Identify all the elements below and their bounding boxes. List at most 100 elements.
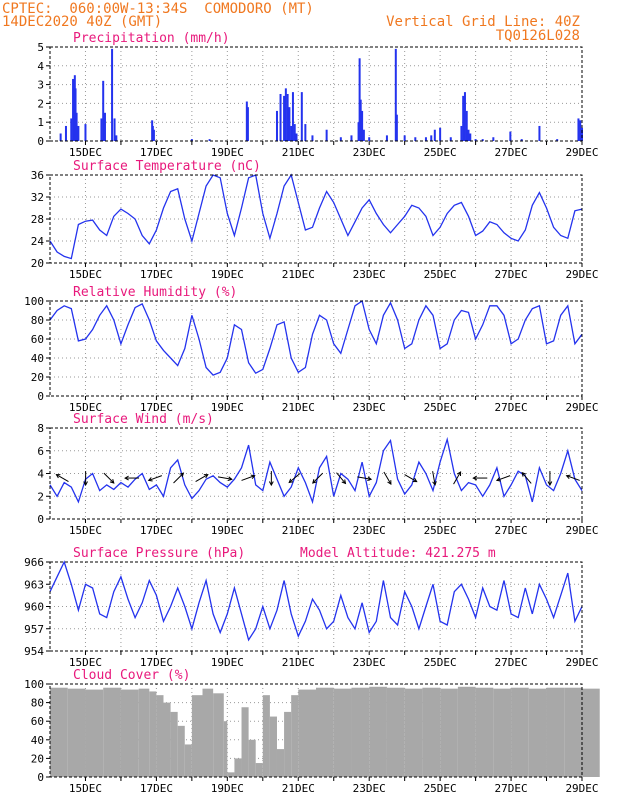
wind-arrow-head (412, 477, 418, 483)
wind-arrow-head (147, 477, 153, 482)
cloud-cover-bar (85, 689, 104, 777)
panel-frame (49, 46, 583, 142)
header-line2-left: 14DEC2020 40Z (GMT) (2, 14, 163, 30)
wind-arrow-head (565, 474, 571, 480)
precip-bar (295, 133, 298, 141)
x-tick-label: 21DEC (282, 656, 315, 669)
series-line (49, 299, 583, 376)
wind-arrow-shaft (336, 472, 346, 484)
wind-arrow-head (495, 477, 501, 482)
y-tick-label: 80 (31, 697, 44, 710)
panel-title: Surface Wind (m/s) (73, 412, 214, 427)
wind-arrow-shaft (103, 472, 115, 484)
y-tick-label: 954 (24, 645, 44, 658)
wind-arrow (495, 475, 511, 482)
precip-bar (288, 107, 291, 141)
panel-title: Cloud Cover (%) (73, 668, 190, 683)
wind-arrow (241, 474, 256, 481)
cloud-cover-bar (67, 688, 86, 777)
cloud-cover-bar (351, 687, 370, 777)
precip-bar (102, 80, 105, 141)
y-tick-label: 4 (37, 468, 44, 481)
wind-arrow-shaft (288, 473, 301, 483)
precip-bar (579, 120, 582, 141)
y-tick-label: 960 (24, 601, 44, 614)
x-tick-label: 27DEC (495, 782, 528, 795)
precip-bar (72, 78, 75, 141)
y-tick-label: 0 (37, 513, 44, 526)
wind-arrow-head (179, 472, 185, 478)
wind-arrow-head (367, 476, 373, 481)
y-tick-label: 8 (37, 422, 44, 435)
precip-bar (362, 129, 365, 141)
wind-arrow-head (203, 474, 209, 479)
panel-frame (49, 174, 583, 264)
y-tick-label: 6 (37, 445, 44, 458)
y-tick-label: 60 (31, 333, 44, 346)
cloud-cover-bar (202, 688, 214, 777)
wind-arrow (472, 475, 488, 481)
precip-bar (358, 58, 361, 141)
wind-arrow-head (387, 480, 392, 486)
x-tick-label: 29DEC (565, 268, 598, 281)
precip-bar (449, 137, 452, 141)
series-line (49, 173, 583, 260)
precip-bar (460, 125, 463, 141)
x-tick-label: 25DEC (424, 401, 457, 414)
x-tick-label: 25DEC (424, 146, 457, 159)
cloud-cover-bar (138, 688, 150, 777)
header-line2-right: TQ0126L028 (495, 28, 580, 44)
x-tick-label: 23DEC (353, 146, 386, 159)
y-tick-label: 40 (31, 352, 44, 365)
precip-bar (279, 94, 282, 141)
wind-arrow-head (312, 479, 317, 484)
x-tick-label: 15DEC (69, 401, 102, 414)
x-tick-label: 23DEC (353, 524, 386, 537)
y-tick-label: 5 (37, 41, 44, 54)
precip-bar (581, 127, 583, 141)
y-tick-label: 28 (31, 213, 44, 226)
precip-bar (304, 124, 307, 141)
precip-bar (284, 88, 287, 141)
wind-arrow (103, 472, 115, 484)
precip-bar (395, 114, 398, 141)
wind-arrow (357, 476, 373, 481)
precip-bar (577, 118, 580, 141)
x-tick-label: 15DEC (69, 782, 102, 795)
precip-bar (283, 118, 286, 141)
cloud-cover-bar (511, 687, 529, 777)
x-tick-label: 15DEC (69, 524, 102, 537)
precip-bar (538, 125, 541, 141)
wind-arrow (55, 474, 69, 482)
panel-frame (49, 561, 583, 652)
x-tick-label: 17DEC (140, 146, 173, 159)
cloud-cover-bar (546, 687, 565, 777)
wind-arrow (288, 473, 301, 484)
y-tick-label: 24 (31, 235, 45, 248)
precip-bar (394, 48, 397, 141)
precip-bar (113, 118, 116, 141)
precip-bar (474, 139, 477, 141)
x-tick-label: 15DEC (69, 656, 102, 669)
wind-arrow-shaft (241, 475, 255, 481)
precip-bar (403, 135, 406, 141)
wind-arrow-shaft (217, 476, 232, 480)
wind-arrow-shaft (383, 471, 392, 485)
x-tick-label: 23DEC (353, 401, 386, 414)
panel-title: Surface Temperature (nC) (73, 159, 261, 174)
wind-arrow (383, 471, 392, 486)
precip-bar (520, 139, 523, 141)
precip-bar (433, 129, 436, 141)
y-tick-label: 2 (37, 490, 44, 503)
wind-arrow-head (109, 479, 115, 484)
precip-bar (59, 133, 62, 141)
precip-bar (111, 48, 114, 141)
wind-arrow-shaft (173, 472, 184, 484)
precip-bar (350, 135, 353, 141)
wind-arrow (124, 475, 140, 481)
precip-bar (481, 139, 484, 141)
precip-bar (357, 122, 360, 141)
x-tick-label: 17DEC (140, 401, 173, 414)
x-tick-label: 25DEC (424, 268, 457, 281)
x-tick-label: 19DEC (211, 146, 244, 159)
